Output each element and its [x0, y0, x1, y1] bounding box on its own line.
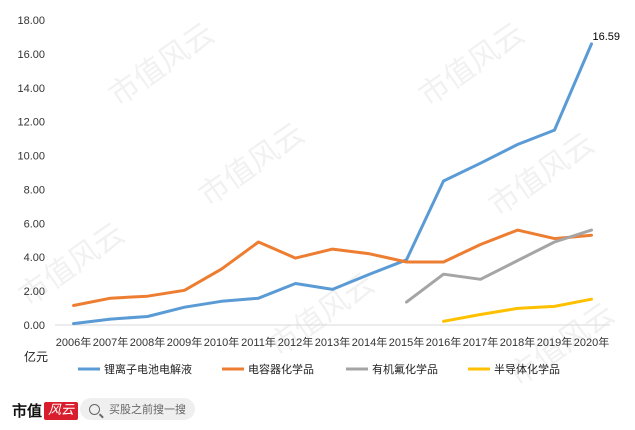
brand-logo: 市值 风云: [12, 400, 79, 421]
legend-label: 有机氟化学品: [372, 362, 438, 376]
x-tick-label: 2020年: [574, 335, 609, 349]
x-tick-label: 2011年: [241, 335, 276, 349]
y-tick-label: 2.00: [24, 286, 45, 298]
legend: 锂离子电池电解液 电容器化学品 有机氟化学品 半导体化学品: [78, 362, 560, 376]
x-tick-label: 2007年: [93, 335, 128, 349]
data-labels: 16.59: [593, 31, 621, 43]
data-label: 16.59: [593, 31, 621, 43]
x-tick-label: 2010年: [204, 335, 239, 349]
footer: 市值 风云 买股之前搜一搜: [0, 394, 635, 430]
x-tick-label: 2006年: [56, 335, 91, 349]
y-tick-label: 14.00: [17, 83, 45, 95]
series-line-1: [72, 228, 593, 307]
series-lines: [72, 42, 593, 326]
y-tick-label: 8.00: [24, 184, 45, 196]
y-axis-label: 亿元: [24, 349, 48, 364]
x-tick-label: 2013年: [315, 335, 350, 349]
y-tick-label: 18.00: [17, 15, 45, 27]
y-tick-label: 4.00: [24, 252, 45, 264]
x-tick-label: 2008年: [130, 335, 165, 349]
x-tick-label: 2016年: [426, 335, 461, 349]
y-tick-label: 12.00: [17, 117, 45, 129]
series-line-0: [72, 42, 593, 326]
brand-name: 市值: [12, 402, 43, 420]
brand-badge: 风云: [44, 401, 79, 420]
x-tick-label: 2012年: [278, 335, 313, 349]
legend-label: 半导体化学品: [494, 362, 560, 376]
search-icon: [89, 403, 100, 415]
y-tick-label: 0.00: [24, 320, 45, 332]
x-tick-label: 2015年: [389, 335, 424, 349]
series-line-2: [405, 228, 593, 304]
x-tick-label: 2017年: [463, 335, 498, 349]
x-tick-label: 2014年: [352, 335, 387, 349]
x-tick-label: 2018年: [500, 335, 535, 349]
series-line-3: [442, 297, 593, 323]
legend-label: 锂离子电池电解液: [104, 362, 192, 376]
line-chart: 0.00 2.00 4.00 6.00 8.00 10.00 12.00 14.00 16.00…: [17, 15, 621, 376]
x-tick-label: 2019年: [537, 335, 572, 349]
y-tick-label: 6.00: [24, 218, 45, 230]
search-placeholder: 买股之前搜一搜: [109, 403, 186, 416]
legend-label: 电容器化学品: [248, 362, 314, 376]
y-tick-label: 10.00: [17, 151, 45, 163]
y-tick-label: 16.00: [17, 49, 45, 61]
x-tick-label: 2009年: [167, 335, 202, 349]
search-box[interactable]: 买股之前搜一搜: [80, 398, 195, 420]
x-axis-ticks: 2006年 2007年 2008年 2009年 2010年 2011年 2012年 2013年…: [56, 335, 609, 349]
y-axis-ticks: 0.00 2.00 4.00 6.00 8.00 10.00 12.00 14.00 16.00…: [17, 15, 45, 332]
